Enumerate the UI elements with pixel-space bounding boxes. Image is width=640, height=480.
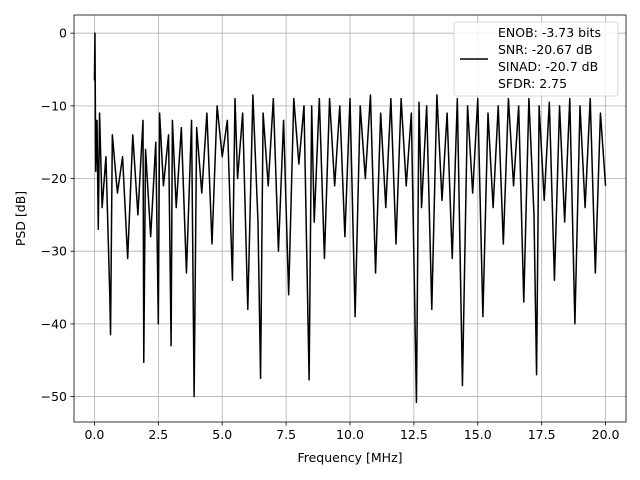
y-tick-label: −10 bbox=[41, 98, 67, 113]
y-axis-label: PSD [dB] bbox=[13, 191, 28, 246]
psd-series-line bbox=[93, 32, 607, 404]
x-axis-label: Frequency [MHz] bbox=[297, 450, 402, 465]
ticks: 0.0 2.5 5.0 7.5 10.0 12.5 15.0 17.5 20.0 0 −10 −20 −… bbox=[41, 26, 620, 442]
x-tick-label: 5.0 bbox=[212, 427, 232, 442]
legend-box bbox=[453, 21, 619, 97]
legend-entry: ENOB: -3.73 bits bbox=[498, 25, 601, 40]
x-tick-label: 2.5 bbox=[148, 427, 168, 442]
y-tick-label: −20 bbox=[41, 171, 67, 186]
legend: ENOB: -3.73 bits SNR: -20.67 dB SINAD: -20… bbox=[453, 21, 619, 97]
series-layer bbox=[93, 32, 607, 404]
legend-entry: SFDR: 2.75 bbox=[498, 76, 567, 91]
legend-entry: SNR: -20.67 dB bbox=[498, 42, 593, 57]
x-tick-label: 10.0 bbox=[336, 427, 364, 442]
y-tick-label: −30 bbox=[41, 244, 67, 259]
x-tick-label: 12.5 bbox=[400, 427, 428, 442]
x-tick-label: 7.5 bbox=[276, 427, 296, 442]
y-tick-label: −50 bbox=[41, 389, 67, 404]
legend-entry: SINAD: -20.7 dB bbox=[498, 59, 598, 74]
y-tick-label: 0 bbox=[59, 26, 67, 41]
x-tick-label: 20.0 bbox=[592, 427, 620, 442]
x-tick-label: 15.0 bbox=[464, 427, 492, 442]
x-tick-label: 0.0 bbox=[84, 427, 104, 442]
x-tick-label: 17.5 bbox=[528, 427, 556, 442]
y-tick-label: −40 bbox=[41, 316, 67, 331]
legend-entries: ENOB: -3.73 bits SNR: -20.67 dB SINAD: -20… bbox=[498, 25, 601, 91]
